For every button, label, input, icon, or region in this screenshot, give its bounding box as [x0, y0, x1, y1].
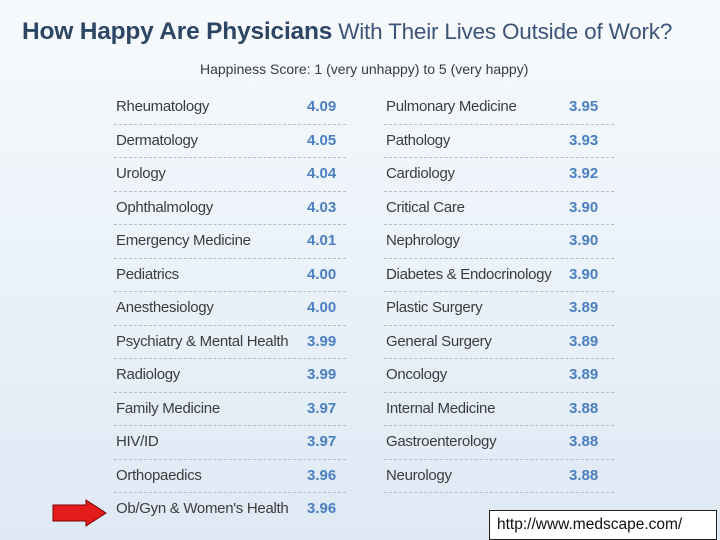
table-row: Gastroenterology 3.88 — [384, 426, 614, 460]
table-row: Diabetes & Endocrinology 3.90 — [384, 259, 614, 292]
specialty-name: Rheumatology — [116, 98, 210, 115]
specialty-name: Dermatology — [116, 131, 198, 149]
table-row: Neurology 3.88 — [384, 460, 614, 493]
specialty-name: Critical Care — [386, 198, 465, 216]
specialty-name: General Surgery — [386, 332, 492, 350]
happiness-score: 4.04 — [307, 165, 337, 182]
specialty-name: Cardiology — [386, 165, 455, 182]
specialty-name: Internal Medicine — [386, 399, 496, 417]
happiness-score: 3.88 — [569, 433, 599, 450]
table-column-right: Pulmonary Medicine 3.95 Pathology 3.93 Cardi… — [384, 91, 614, 493]
table-row: Nephrology 3.90 — [384, 225, 614, 259]
table-row: Psychiatry & Mental Health 3.99 — [114, 326, 346, 359]
happiness-score: 4.09 — [307, 98, 337, 115]
happiness-score: 3.97 — [307, 399, 337, 417]
table-row: Ob/Gyn & Women's Health 3.96 — [114, 493, 346, 527]
table-row: Family Medicine 3.97 — [114, 393, 346, 426]
specialty-name: Neurology — [386, 466, 452, 484]
specialty-name: HIV/ID — [116, 433, 159, 450]
table-row: Emergency Medicine 4.01 — [114, 225, 346, 259]
table-row: HIV/ID 3.97 — [114, 426, 346, 460]
table-row: Oncology 3.89 — [384, 359, 614, 393]
happiness-score: 4.00 — [307, 265, 337, 283]
happiness-score: 4.05 — [307, 131, 337, 149]
happiness-score: 3.90 — [569, 232, 599, 249]
table-row: Radiology 3.99 — [114, 359, 346, 393]
happiness-score: 3.99 — [307, 332, 337, 350]
chart-subtitle: Happiness Score: 1 (very unhappy) to 5 (… — [200, 61, 529, 77]
happiness-score: 4.01 — [307, 232, 337, 249]
happiness-score: 3.88 — [569, 399, 599, 417]
happiness-score: 3.95 — [569, 98, 599, 115]
specialty-name: Anesthesiology — [116, 299, 214, 316]
specialty-name: Family Medicine — [116, 399, 220, 417]
happiness-score: 3.89 — [569, 366, 599, 383]
happiness-score: 3.96 — [307, 500, 337, 517]
happiness-score: 3.92 — [569, 165, 599, 182]
table-row: Pathology 3.93 — [384, 125, 614, 158]
happiness-score: 4.00 — [307, 299, 337, 316]
table-row: Anesthesiology 4.00 — [114, 292, 346, 326]
table-row: Pulmonary Medicine 3.95 — [384, 91, 614, 125]
table-row: Rheumatology 4.09 — [114, 91, 346, 125]
specialty-name: Emergency Medicine — [116, 232, 251, 249]
title-bold: How Happy Are Physicians — [22, 18, 333, 45]
happiness-score: 3.97 — [307, 433, 337, 450]
specialty-name: Ob/Gyn & Women's Health — [116, 500, 289, 517]
specialty-name: Psychiatry & Mental Health — [116, 332, 289, 350]
specialty-name: Ophthalmology — [116, 198, 213, 216]
table-row: Ophthalmology 4.03 — [114, 192, 346, 225]
specialty-name: Diabetes & Endocrinology — [386, 265, 552, 283]
table-row: Dermatology 4.05 — [114, 125, 346, 158]
table-row: Cardiology 3.92 — [384, 158, 614, 192]
specialty-name: Orthopaedics — [116, 466, 202, 484]
table-row: Critical Care 3.90 — [384, 192, 614, 225]
specialty-name: Radiology — [116, 366, 181, 383]
source-url: http://www.medscape.com/ — [489, 510, 717, 540]
table-row: Plastic Surgery 3.89 — [384, 292, 614, 326]
specialty-name: Plastic Surgery — [386, 299, 483, 316]
specialty-name: Pathology — [386, 131, 451, 149]
happiness-score: 3.93 — [569, 131, 599, 149]
table-row: Internal Medicine 3.88 — [384, 393, 614, 426]
table-row: Pediatrics 4.00 — [114, 259, 346, 292]
happiness-score: 3.89 — [569, 299, 599, 316]
specialty-name: Urology — [116, 165, 166, 182]
happiness-score: 3.90 — [569, 198, 599, 216]
specialty-name: Oncology — [386, 366, 447, 383]
title-rest: With Their Lives Outside of Work? — [332, 19, 673, 44]
happiness-score: 3.88 — [569, 466, 599, 484]
happiness-score: 3.90 — [569, 265, 599, 283]
specialty-name: Pediatrics — [116, 265, 179, 283]
happiness-score: 3.99 — [307, 366, 337, 383]
table-row: Orthopaedics 3.96 — [114, 460, 346, 493]
highlight-arrow-icon — [52, 499, 107, 527]
table-row: Urology 4.04 — [114, 158, 346, 192]
specialty-name: Gastroenterology — [386, 433, 497, 450]
table-row: General Surgery 3.89 — [384, 326, 614, 359]
chart-title: How Happy Are Physicians With Their Live… — [22, 18, 672, 46]
happiness-score: 3.89 — [569, 332, 599, 350]
happiness-score: 4.03 — [307, 198, 337, 216]
specialty-name: Pulmonary Medicine — [386, 98, 517, 115]
specialty-name: Nephrology — [386, 232, 460, 249]
table-column-left: Rheumatology 4.09 Dermatology 4.05 Urology 4.… — [114, 91, 346, 527]
happiness-score: 3.96 — [307, 466, 337, 484]
